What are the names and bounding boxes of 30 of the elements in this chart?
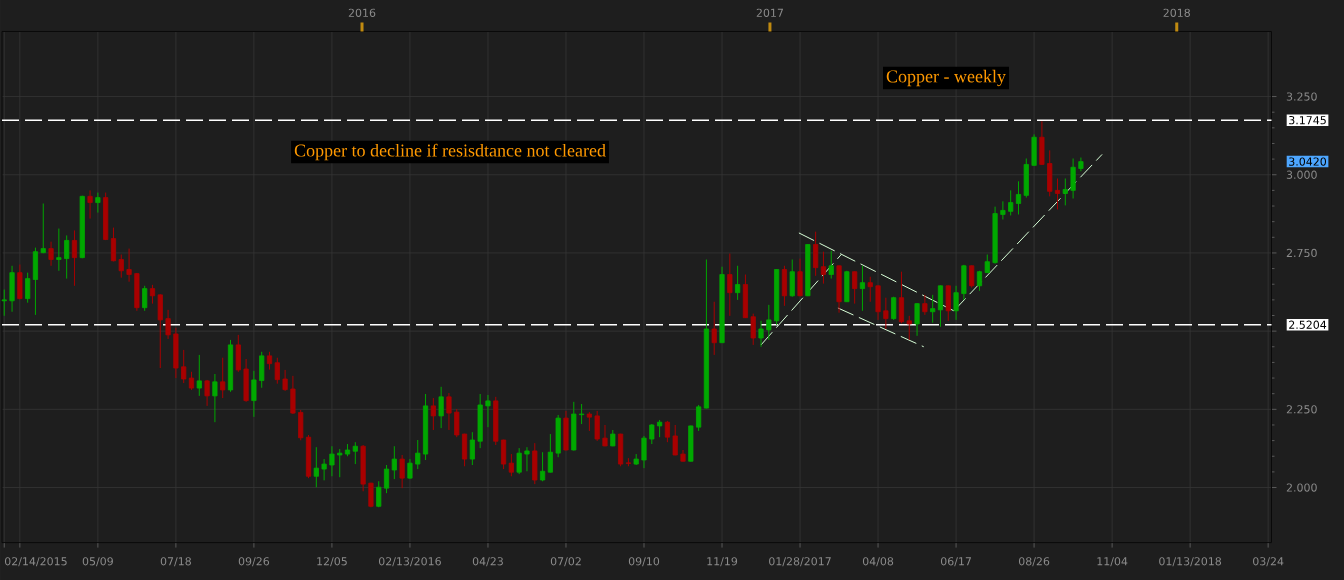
x-tick-label: 05/09 — [82, 557, 113, 567]
y-tick-label: 2.250 — [1286, 405, 1317, 414]
x-tick-label: 06/17 — [940, 557, 971, 567]
x-tick-label: 01/28/2017 — [769, 557, 831, 567]
y-tick-label: 2.000 — [1286, 483, 1317, 492]
x-tick-label: 02/14/2015 — [4, 557, 67, 567]
x2-tick-label: 2017 — [756, 8, 783, 17]
x-tick-label: 11/19 — [707, 557, 738, 567]
x-tick-label: 09/26 — [238, 557, 270, 567]
text: 3.0420 — [1289, 157, 1327, 166]
x-tick-label: 02/13/2016 — [378, 557, 441, 567]
x-tick-label: 11/04 — [1097, 557, 1128, 567]
x-tick-label: 07/02 — [550, 557, 581, 567]
ref-line-label: 2.5204 — [1289, 320, 1327, 329]
x-tick-label: 09/10 — [628, 557, 660, 567]
text: Copper - weekly — [886, 69, 1006, 87]
y-tick-label: 2.750 — [1286, 248, 1317, 258]
x-tick-label: 12/05 — [317, 557, 347, 567]
x-tick-label: 04/23 — [472, 557, 503, 567]
x-tick-label: 03/24 — [1253, 557, 1284, 567]
x-tick-label: 08/26 — [1018, 557, 1050, 567]
text: Copper to decline if resisdtance not cleared — [294, 143, 606, 161]
x2-tick-label: 2016 — [348, 8, 376, 17]
x-tick-label: 04/08 — [862, 557, 894, 567]
y-tick-label: 3.250 — [1286, 92, 1317, 101]
y-tick-label: 3.000 — [1286, 170, 1317, 179]
x-tick-label: 01/13/2018 — [1159, 557, 1222, 567]
ref-line-label: 3.1745 — [1289, 116, 1326, 125]
x-tick-label: 07/18 — [160, 557, 191, 567]
x2-tick-label: 2018 — [1163, 8, 1190, 17]
